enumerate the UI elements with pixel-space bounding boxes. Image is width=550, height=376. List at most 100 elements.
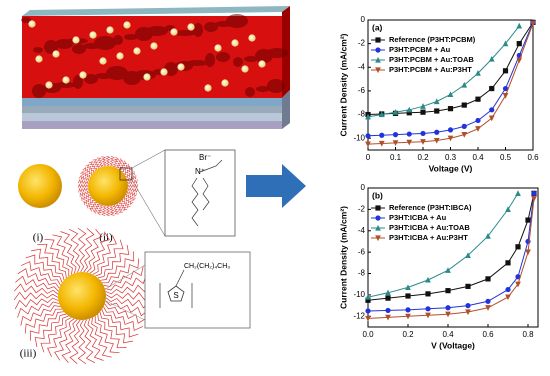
arrow <box>246 164 306 208</box>
marker <box>375 37 381 43</box>
ligand <box>44 238 70 276</box>
ligand <box>54 318 75 361</box>
ligand <box>96 205 104 216</box>
x-tick-label: 0.8 <box>522 330 534 339</box>
series-line <box>367 25 520 118</box>
particle <box>150 42 158 50</box>
marker <box>465 303 471 309</box>
marker <box>365 293 371 300</box>
particle <box>160 68 168 76</box>
marker <box>505 260 511 266</box>
x-tick-label: 0.2 <box>417 153 429 162</box>
marker <box>531 196 537 202</box>
marker <box>425 312 431 319</box>
domain <box>244 56 258 62</box>
marker <box>475 117 481 124</box>
zoom-line <box>103 299 146 321</box>
marker <box>485 298 491 304</box>
ligand <box>123 166 133 176</box>
ligand <box>17 301 60 318</box>
zoom-line <box>103 264 146 291</box>
marker <box>447 91 454 98</box>
x-tick-label: 0.6 <box>527 153 539 162</box>
legend-label: P3HT:ICBA + Au:TOAB <box>389 223 470 232</box>
x-tick-label: 0.6 <box>482 330 494 339</box>
ligand <box>17 268 60 289</box>
legend-label: P3HT:PCBM + Au:TOAB <box>389 55 474 64</box>
legend-label: Reference (P3HT:IBCA) <box>389 203 472 212</box>
panel-title: (b) <box>372 190 383 200</box>
marker <box>505 286 511 293</box>
x-axis-label: V (Voltage) <box>431 340 475 350</box>
marker <box>465 252 471 258</box>
nanoparticle <box>88 166 128 206</box>
marker <box>445 305 451 311</box>
ligand <box>88 161 98 171</box>
domain <box>233 57 243 67</box>
ligand <box>79 190 90 198</box>
marker <box>434 129 440 135</box>
ligand <box>104 303 147 324</box>
marker <box>485 276 491 282</box>
ligand <box>95 239 124 277</box>
y-tick-label: -10 <box>353 290 365 299</box>
particle <box>45 81 53 89</box>
domain <box>216 52 230 62</box>
marker <box>420 103 426 109</box>
ligand <box>104 274 147 291</box>
particle <box>248 34 256 42</box>
marker <box>447 135 454 142</box>
domain <box>84 74 98 84</box>
ligand <box>127 187 139 194</box>
particle <box>214 44 222 52</box>
domain <box>245 87 255 97</box>
domain <box>54 82 76 88</box>
ligand <box>25 254 63 283</box>
ligand <box>24 308 62 334</box>
domain <box>174 30 196 36</box>
y-tick-label: -8 <box>358 110 366 119</box>
domain <box>73 75 83 89</box>
ligand <box>127 190 138 198</box>
marker <box>485 232 491 239</box>
marker <box>365 133 371 139</box>
marker <box>375 67 381 74</box>
x-tick-label: 0.4 <box>442 330 454 339</box>
particle <box>28 20 36 28</box>
marker <box>475 126 481 132</box>
ligand <box>118 201 128 211</box>
marker <box>405 307 411 313</box>
ligand <box>105 282 150 295</box>
marker <box>420 109 426 115</box>
marker <box>445 267 451 273</box>
particle <box>241 65 249 73</box>
y-tick-label: -6 <box>358 247 366 256</box>
legend-label: Reference (P3HT:PCBM) <box>389 35 476 44</box>
ligand <box>91 317 112 358</box>
particle <box>52 50 60 58</box>
ligand <box>125 170 135 179</box>
x-tick-label: 0.5 <box>500 153 512 162</box>
ligand <box>78 174 89 182</box>
ligand <box>34 313 67 347</box>
particle <box>79 71 87 79</box>
marker <box>365 141 371 148</box>
particle <box>106 26 114 34</box>
marker <box>489 107 495 113</box>
particle <box>204 84 212 92</box>
y-tick-label: 0 <box>361 15 366 24</box>
marker <box>515 190 521 196</box>
ligand <box>29 311 64 341</box>
marker <box>475 70 481 76</box>
ligand <box>105 155 111 167</box>
ligand <box>112 156 120 167</box>
ligand <box>77 227 87 273</box>
marker <box>385 289 391 296</box>
marker <box>516 57 523 64</box>
chain <box>199 159 223 173</box>
ligand <box>61 319 78 363</box>
marker <box>461 102 467 108</box>
ligand <box>96 157 104 168</box>
ligand <box>92 235 117 275</box>
ligand <box>105 300 149 317</box>
